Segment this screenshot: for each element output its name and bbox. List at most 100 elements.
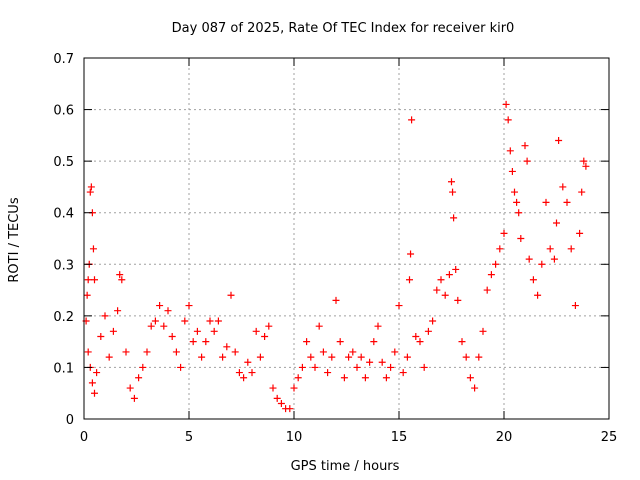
data-point xyxy=(89,245,97,253)
x-axis-title: GPS time / hours xyxy=(291,459,400,474)
data-point xyxy=(387,363,395,371)
data-point xyxy=(349,348,357,356)
data-point xyxy=(294,374,302,382)
data-point xyxy=(500,229,508,237)
data-point xyxy=(504,116,512,124)
data-point xyxy=(193,327,201,335)
data-point xyxy=(370,338,378,346)
y-tick-label: 0.2 xyxy=(53,310,74,325)
y-axis: 0 0.1 0.2 0.3 0.4 0.5 0.6 0.7 xyxy=(53,52,609,428)
data-point xyxy=(328,353,336,361)
data-point xyxy=(231,348,239,356)
data-point xyxy=(374,322,382,330)
data-point xyxy=(84,348,92,356)
data-point xyxy=(353,363,361,371)
y-tick-label: 0.4 xyxy=(53,207,74,222)
data-point xyxy=(487,271,495,279)
data-point xyxy=(424,327,432,335)
data-point xyxy=(265,322,273,330)
data-point xyxy=(563,198,571,206)
data-point xyxy=(151,317,159,325)
data-point xyxy=(126,384,134,392)
data-point xyxy=(219,353,227,361)
y-tick-label: 0.6 xyxy=(53,104,74,119)
data-point xyxy=(420,363,428,371)
data-point xyxy=(227,291,235,299)
data-point xyxy=(235,369,243,377)
data-point xyxy=(502,100,510,108)
data-point xyxy=(462,353,470,361)
data-point xyxy=(114,307,122,315)
data-point xyxy=(408,116,416,124)
data-point xyxy=(378,358,386,366)
y-tick-label: 0 xyxy=(66,413,74,428)
data-point xyxy=(433,286,441,294)
data-point xyxy=(83,291,91,299)
data-point xyxy=(580,157,588,165)
data-point xyxy=(429,317,437,325)
data-point xyxy=(172,348,180,356)
data-point xyxy=(311,363,319,371)
data-point xyxy=(336,338,344,346)
chart-title: Day 087 of 2025, Rate Of TEC Index for r… xyxy=(172,21,515,36)
data-point xyxy=(546,245,554,253)
data-point xyxy=(454,296,462,304)
data-point xyxy=(273,394,281,402)
x-tick-label: 15 xyxy=(391,430,408,445)
data-point xyxy=(395,302,403,310)
data-point xyxy=(492,260,500,268)
x-tick-label: 25 xyxy=(601,430,618,445)
data-point xyxy=(109,327,117,335)
data-point xyxy=(105,353,113,361)
data-point xyxy=(269,384,277,392)
data-point xyxy=(88,379,96,387)
data-point xyxy=(139,363,147,371)
data-point xyxy=(252,327,260,335)
data-point xyxy=(550,255,558,263)
x-axis: 0 5 10 15 20 25 xyxy=(80,58,617,445)
data-point xyxy=(382,374,390,382)
data-point xyxy=(496,245,504,253)
data-point xyxy=(97,332,105,340)
data-point xyxy=(538,260,546,268)
data-points xyxy=(82,100,590,413)
data-point xyxy=(118,276,126,284)
data-point xyxy=(87,183,95,191)
data-point xyxy=(290,384,298,392)
data-point xyxy=(578,188,586,196)
data-point xyxy=(160,322,168,330)
data-point xyxy=(181,317,189,325)
data-point xyxy=(437,276,445,284)
data-point xyxy=(147,322,155,330)
data-point xyxy=(93,369,101,377)
data-point xyxy=(168,332,176,340)
data-point xyxy=(483,286,491,294)
data-point xyxy=(345,353,353,361)
data-point xyxy=(248,369,256,377)
data-point xyxy=(471,384,479,392)
data-point xyxy=(315,322,323,330)
data-point xyxy=(143,348,151,356)
y-tick-label: 0.3 xyxy=(53,258,74,273)
data-point xyxy=(332,296,340,304)
data-point xyxy=(240,374,248,382)
data-point xyxy=(553,219,560,227)
data-point xyxy=(511,188,518,196)
data-point xyxy=(357,353,365,361)
data-point xyxy=(403,353,411,361)
data-point xyxy=(206,317,214,325)
data-point xyxy=(479,327,487,335)
data-point xyxy=(244,358,252,366)
data-point xyxy=(361,374,369,382)
data-point xyxy=(576,229,584,237)
data-point xyxy=(571,302,579,310)
data-point xyxy=(521,142,529,150)
data-point xyxy=(223,343,231,351)
y-tick-label: 0.5 xyxy=(53,155,74,170)
data-point xyxy=(135,374,143,382)
data-point xyxy=(391,348,399,356)
data-point xyxy=(210,327,218,335)
x-tick-label: 0 xyxy=(80,430,88,445)
data-point xyxy=(116,271,124,279)
data-point xyxy=(555,137,563,145)
